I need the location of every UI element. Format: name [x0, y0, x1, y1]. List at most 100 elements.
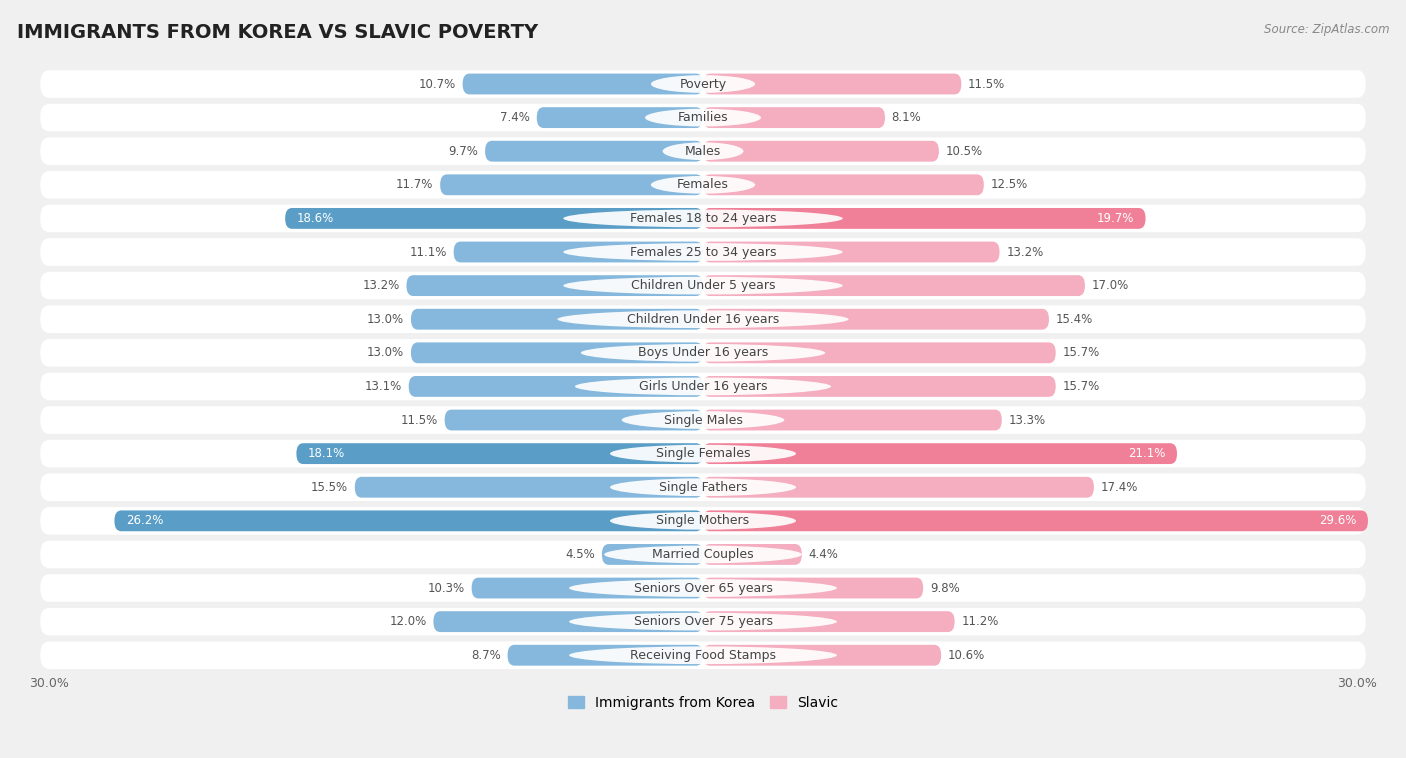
Text: 18.1%: 18.1% [308, 447, 344, 460]
Text: 13.2%: 13.2% [1007, 246, 1043, 258]
Text: 4.5%: 4.5% [565, 548, 595, 561]
Ellipse shape [645, 108, 761, 127]
FancyBboxPatch shape [703, 645, 941, 666]
FancyBboxPatch shape [454, 242, 703, 262]
FancyBboxPatch shape [41, 238, 1365, 266]
Ellipse shape [564, 209, 842, 227]
FancyBboxPatch shape [354, 477, 703, 498]
Text: Single Males: Single Males [664, 414, 742, 427]
FancyBboxPatch shape [41, 137, 1365, 165]
FancyBboxPatch shape [41, 507, 1365, 534]
FancyBboxPatch shape [285, 208, 703, 229]
FancyBboxPatch shape [703, 208, 1146, 229]
FancyBboxPatch shape [41, 104, 1365, 131]
Text: Seniors Over 75 years: Seniors Over 75 years [634, 615, 772, 628]
Ellipse shape [575, 377, 831, 395]
FancyBboxPatch shape [411, 343, 703, 363]
FancyBboxPatch shape [41, 440, 1365, 468]
Text: Girls Under 16 years: Girls Under 16 years [638, 380, 768, 393]
FancyBboxPatch shape [41, 575, 1365, 602]
FancyBboxPatch shape [41, 272, 1365, 299]
Text: 4.4%: 4.4% [808, 548, 838, 561]
Text: 11.7%: 11.7% [396, 178, 433, 191]
Legend: Immigrants from Korea, Slavic: Immigrants from Korea, Slavic [562, 690, 844, 715]
Text: Single Females: Single Females [655, 447, 751, 460]
FancyBboxPatch shape [703, 510, 1368, 531]
FancyBboxPatch shape [703, 141, 939, 161]
Ellipse shape [610, 478, 796, 496]
Text: 29.6%: 29.6% [1319, 515, 1357, 528]
FancyBboxPatch shape [41, 406, 1365, 434]
FancyBboxPatch shape [703, 409, 1002, 431]
Ellipse shape [621, 411, 785, 429]
Ellipse shape [569, 647, 837, 664]
FancyBboxPatch shape [406, 275, 703, 296]
FancyBboxPatch shape [703, 107, 884, 128]
FancyBboxPatch shape [508, 645, 703, 666]
Text: 10.3%: 10.3% [427, 581, 465, 594]
Text: Seniors Over 65 years: Seniors Over 65 years [634, 581, 772, 594]
Text: 12.5%: 12.5% [991, 178, 1028, 191]
FancyBboxPatch shape [703, 275, 1085, 296]
Text: 30.0%: 30.0% [1337, 677, 1376, 690]
FancyBboxPatch shape [41, 608, 1365, 635]
Text: IMMIGRANTS FROM KOREA VS SLAVIC POVERTY: IMMIGRANTS FROM KOREA VS SLAVIC POVERTY [17, 23, 538, 42]
Text: 9.8%: 9.8% [929, 581, 960, 594]
Text: Boys Under 16 years: Boys Under 16 years [638, 346, 768, 359]
Ellipse shape [610, 512, 796, 530]
Text: Females 25 to 34 years: Females 25 to 34 years [630, 246, 776, 258]
FancyBboxPatch shape [703, 544, 801, 565]
Ellipse shape [557, 310, 849, 328]
Text: Females: Females [678, 178, 728, 191]
Text: 11.2%: 11.2% [962, 615, 998, 628]
Ellipse shape [564, 243, 842, 261]
Text: 13.3%: 13.3% [1008, 414, 1046, 427]
FancyBboxPatch shape [41, 373, 1365, 400]
Ellipse shape [569, 579, 837, 597]
FancyBboxPatch shape [602, 544, 703, 565]
Text: Married Couples: Married Couples [652, 548, 754, 561]
Text: 13.2%: 13.2% [363, 279, 399, 292]
FancyBboxPatch shape [41, 339, 1365, 367]
FancyBboxPatch shape [41, 70, 1365, 98]
Ellipse shape [569, 612, 837, 631]
FancyBboxPatch shape [440, 174, 703, 196]
Text: 8.7%: 8.7% [471, 649, 501, 662]
Text: 18.6%: 18.6% [297, 212, 333, 225]
Text: 30.0%: 30.0% [30, 677, 69, 690]
FancyBboxPatch shape [703, 611, 955, 632]
FancyBboxPatch shape [703, 242, 1000, 262]
FancyBboxPatch shape [41, 540, 1365, 568]
Text: 13.0%: 13.0% [367, 313, 404, 326]
Text: Source: ZipAtlas.com: Source: ZipAtlas.com [1264, 23, 1389, 36]
FancyBboxPatch shape [703, 578, 924, 599]
FancyBboxPatch shape [409, 376, 703, 397]
Ellipse shape [605, 546, 801, 563]
Text: 26.2%: 26.2% [125, 515, 163, 528]
Text: 15.7%: 15.7% [1063, 346, 1099, 359]
Text: Females 18 to 24 years: Females 18 to 24 years [630, 212, 776, 225]
Text: Poverty: Poverty [679, 77, 727, 90]
FancyBboxPatch shape [444, 409, 703, 431]
FancyBboxPatch shape [703, 443, 1177, 464]
Ellipse shape [651, 75, 755, 93]
Text: 17.0%: 17.0% [1091, 279, 1129, 292]
Text: 13.0%: 13.0% [367, 346, 404, 359]
Text: Children Under 5 years: Children Under 5 years [631, 279, 775, 292]
Text: 9.7%: 9.7% [449, 145, 478, 158]
FancyBboxPatch shape [114, 510, 703, 531]
Text: Single Mothers: Single Mothers [657, 515, 749, 528]
FancyBboxPatch shape [41, 305, 1365, 333]
Text: 17.4%: 17.4% [1101, 481, 1137, 493]
Ellipse shape [610, 445, 796, 462]
Text: 11.1%: 11.1% [409, 246, 447, 258]
Text: 15.4%: 15.4% [1056, 313, 1092, 326]
FancyBboxPatch shape [41, 474, 1365, 501]
FancyBboxPatch shape [537, 107, 703, 128]
Text: 15.5%: 15.5% [311, 481, 349, 493]
Ellipse shape [651, 176, 755, 193]
Text: 10.6%: 10.6% [948, 649, 986, 662]
FancyBboxPatch shape [41, 641, 1365, 669]
Text: 11.5%: 11.5% [401, 414, 437, 427]
Text: 11.5%: 11.5% [969, 77, 1005, 90]
